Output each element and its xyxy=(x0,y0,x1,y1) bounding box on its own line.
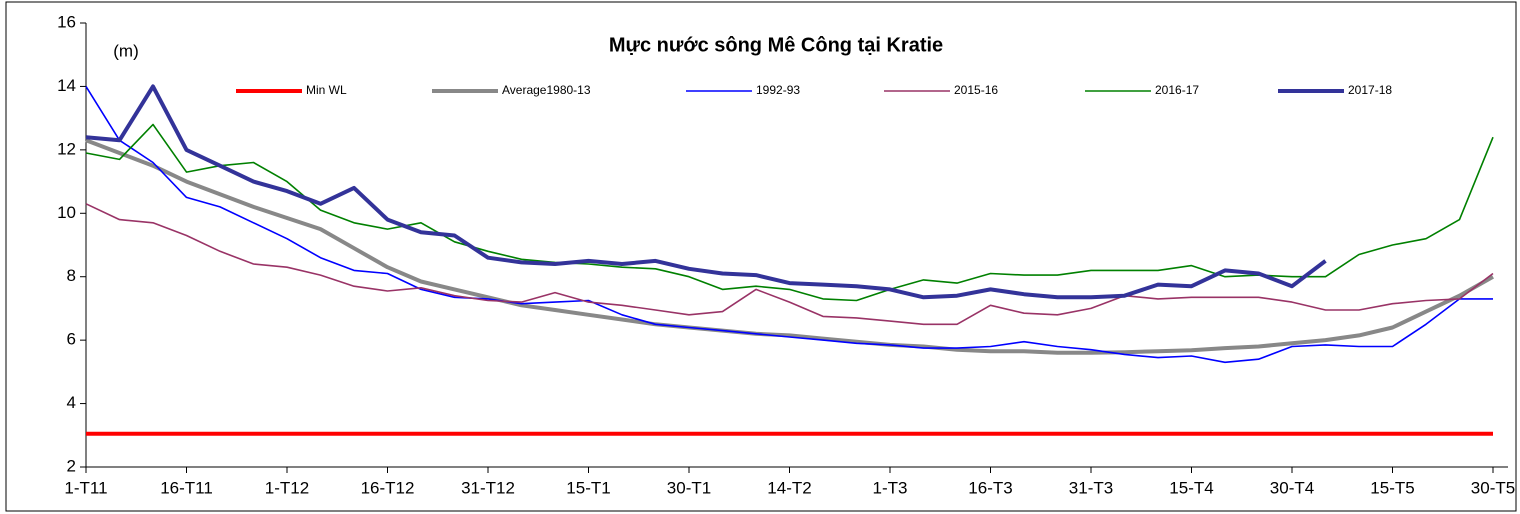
series-line xyxy=(85,138,1494,355)
legend-label: 1992-93 xyxy=(756,83,800,97)
x-tick-label: 1-T12 xyxy=(265,478,309,497)
y-tick-label: 2 xyxy=(67,456,76,475)
chart-frame xyxy=(5,1,1517,512)
legend-label: Min WL xyxy=(306,83,347,97)
x-tick-label: 16-T11 xyxy=(160,478,213,497)
legend-label: 2017-18 xyxy=(1348,83,1392,97)
series-line xyxy=(85,203,1494,326)
x-tick-label: 30-T4 xyxy=(1270,478,1314,497)
x-tick-label: 31-T12 xyxy=(461,478,515,497)
x-tick-label: 1-T3 xyxy=(873,478,908,497)
legend-label: Average1980-13 xyxy=(502,83,591,97)
x-tick-label: 14-T2 xyxy=(767,478,811,497)
x-tick-label: 16-T3 xyxy=(968,478,1012,497)
legend-label: 2015-16 xyxy=(954,83,998,97)
legend-label: 2016-17 xyxy=(1155,83,1199,97)
x-tick-label: 30-T5 xyxy=(1471,478,1515,497)
x-tick-label: 15-T4 xyxy=(1169,478,1213,497)
x-tick-label: 1-T11 xyxy=(64,478,107,497)
chart-title: Mực nước sông Mê Công tại Kratie xyxy=(609,34,943,56)
x-tick-label: 15-T1 xyxy=(566,478,610,497)
y-tick-label: 4 xyxy=(67,393,76,412)
series-line xyxy=(85,85,1493,364)
y-tick-label: 8 xyxy=(67,266,76,285)
y-tick-label: 12 xyxy=(57,139,76,158)
x-tick-label: 15-T5 xyxy=(1370,478,1414,497)
y-tick-label: 10 xyxy=(57,203,76,222)
x-tick-label: 30-T1 xyxy=(667,478,711,497)
y-tick-label: 6 xyxy=(67,330,76,349)
x-tick-label: 31-T3 xyxy=(1069,478,1113,497)
series-line xyxy=(85,84,1327,300)
y-tick-label: 16 xyxy=(57,12,76,31)
x-tick-label: 16-T12 xyxy=(361,478,415,497)
y-tick-label: 14 xyxy=(57,76,76,95)
y-unit: (m) xyxy=(113,41,138,60)
